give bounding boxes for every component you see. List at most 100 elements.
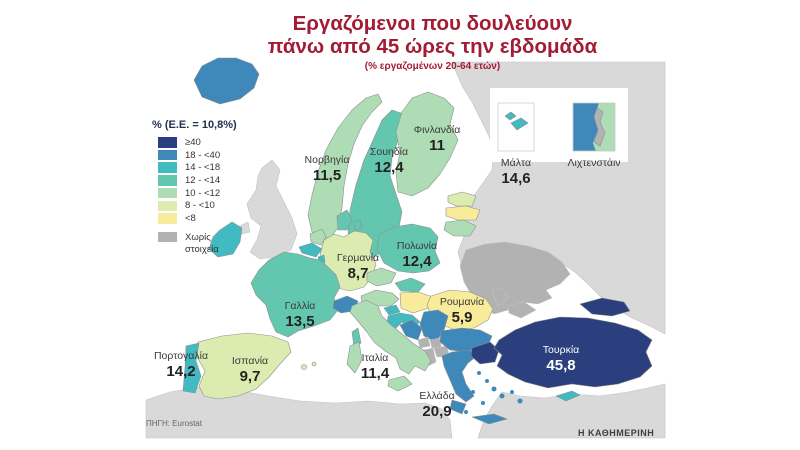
title-block: Εργαζόμενοι που δουλεύουν πάνω από 45 ώρ… xyxy=(225,12,640,72)
legend-label: 8 - <10 xyxy=(185,200,215,212)
legend-row: 10 - <12 xyxy=(158,187,237,200)
country-name: Ελλάδα xyxy=(419,390,455,402)
aegean-island-icon xyxy=(491,386,497,392)
country-value: 11,5 xyxy=(312,167,342,184)
country-sicily-shape xyxy=(387,375,413,392)
country-name: Πολωνία xyxy=(396,240,438,252)
country-italy-shape xyxy=(349,299,432,375)
country-name: Πορτογαλία xyxy=(153,350,209,362)
legend-no-data-line2: στοιχεία xyxy=(185,243,219,255)
country-spain-shape xyxy=(196,332,292,400)
legend-label: 18 - <40 xyxy=(185,149,221,161)
country-label-norway: Νορβηγία 11,5 xyxy=(305,154,350,184)
country-value: 14,2 xyxy=(166,363,196,380)
country-label-finland: Φινλανδία 11 xyxy=(414,124,461,154)
country-sardinia-shape xyxy=(346,341,363,374)
country-ireland-shape xyxy=(208,221,243,258)
country-poland-shape xyxy=(376,223,441,274)
country-label-sweden: Σουηδία 12,4 xyxy=(370,146,408,176)
legend-label-no-data: Χωρίς στοιχεία xyxy=(185,232,219,256)
country-name: Γαλλία xyxy=(284,300,316,312)
country-france-shape xyxy=(250,251,341,338)
country-finland-shape xyxy=(395,91,459,197)
aegean-island-icon xyxy=(499,393,505,399)
country-label-poland: Πολωνία 12,4 xyxy=(397,240,437,270)
country-gozo-shape xyxy=(504,111,517,121)
country-belgium-shape xyxy=(298,242,323,258)
legend-row: <8 xyxy=(158,212,237,225)
country-lithuania-shape xyxy=(443,219,477,237)
country-crimea-shape xyxy=(507,301,537,319)
country-name: Ισπανία xyxy=(231,355,269,367)
chart-title-line1: Εργαζόμενοι που δουλεύουν xyxy=(292,12,573,35)
country-label-italy: Ιταλία 11,4 xyxy=(361,352,389,382)
country-name: Ιταλία xyxy=(361,352,389,364)
publisher-credit: Η ΚΑΘΗΜΕΡΙΝΗ xyxy=(578,428,655,438)
aegean-island-icon xyxy=(485,379,489,383)
liechtenstein-inset-switzerland-shape xyxy=(573,103,599,151)
country-label-malta: Μάλτα 14,6 xyxy=(501,157,531,187)
country-label-germany: Γερμανία 8,7 xyxy=(337,252,379,282)
legend-title: % (Ε.Ε. = 10,8%) xyxy=(152,119,237,131)
aegean-island-icon xyxy=(477,371,481,375)
aegean-island-icon xyxy=(517,398,523,404)
country-portugal-shape xyxy=(182,342,202,394)
legend-swatch xyxy=(158,137,177,148)
country-name: Τουρκία xyxy=(542,344,580,356)
country-georgia-shape xyxy=(579,297,631,317)
country-value: 12,4 xyxy=(374,159,404,176)
country-name: Μάλτα xyxy=(500,157,532,169)
legend-no-data-line1: Χωρίς xyxy=(185,231,211,243)
legend-label: <8 xyxy=(185,212,196,224)
country-name: Γερμανία xyxy=(336,252,380,264)
legend-swatch xyxy=(158,162,177,173)
country-denmark-shape xyxy=(336,209,353,231)
country-greece-crete-shape xyxy=(471,413,508,425)
country-montenegro-shape xyxy=(417,336,431,349)
legend-row: ≥40 xyxy=(158,136,237,149)
legend-label: 10 - <12 xyxy=(185,187,221,199)
legend-swatch xyxy=(158,187,177,199)
country-label-greece: Ελλάδα 20,9 xyxy=(419,390,454,420)
legend-swatch xyxy=(158,200,177,212)
country-latvia-shape xyxy=(445,205,481,221)
country-slovakia-shape xyxy=(394,277,426,293)
country-value: 13,5 xyxy=(285,313,315,330)
legend-swatch xyxy=(158,213,177,224)
chart-subtitle: (% εργαζομένων 20-64 ετών) xyxy=(364,61,501,73)
balearic-island-icon xyxy=(301,364,307,370)
aegean-island-icon xyxy=(471,390,475,394)
country-name: Ρουμανία xyxy=(439,296,485,308)
legend-row: 8 - <10 xyxy=(158,199,237,212)
country-turkey-europe-shape xyxy=(470,341,500,365)
aegean-island-icon xyxy=(464,410,468,414)
source-note: ΠΗΓΗ: Eurostat xyxy=(146,419,202,428)
legend-swatch xyxy=(158,175,177,186)
country-label-liechtenstein: Λιχτενστάιν xyxy=(567,157,620,169)
country-slovenia-shape xyxy=(383,304,401,316)
country-greece-peloponnese-shape xyxy=(449,399,467,415)
legend-swatch-no-data xyxy=(158,231,177,243)
country-uk-shape xyxy=(246,159,298,260)
legend-row: 14 - <18 xyxy=(158,161,237,174)
legend-row-no-data: Χωρίς στοιχεία xyxy=(158,231,237,256)
country-cyprus-shape xyxy=(555,390,581,402)
country-iceland-shape xyxy=(193,57,260,105)
aegean-island-icon xyxy=(481,401,485,405)
legend-label: ≥40 xyxy=(185,136,201,148)
country-turkey-shape xyxy=(493,316,653,389)
map-legend: % (Ε.Ε. = 10,8%) ≥40 18 - <40 14 - <18 1… xyxy=(152,119,237,256)
country-estonia-shape xyxy=(447,191,477,207)
country-value: 11 xyxy=(429,137,445,154)
country-value: 14,6 xyxy=(501,170,531,187)
country-kosovo-shape xyxy=(429,337,442,349)
country-value: 45,8 xyxy=(546,357,576,374)
country-malta-shape xyxy=(510,117,529,131)
country-czechia-shape xyxy=(366,267,397,287)
balearic-island-icon xyxy=(311,361,317,367)
country-bosnia-shape xyxy=(399,319,423,341)
country-value: 20,9 xyxy=(422,403,452,420)
malta-inset-box xyxy=(497,102,535,152)
country-label-turkey: Τουρκία 45,8 xyxy=(543,344,579,374)
